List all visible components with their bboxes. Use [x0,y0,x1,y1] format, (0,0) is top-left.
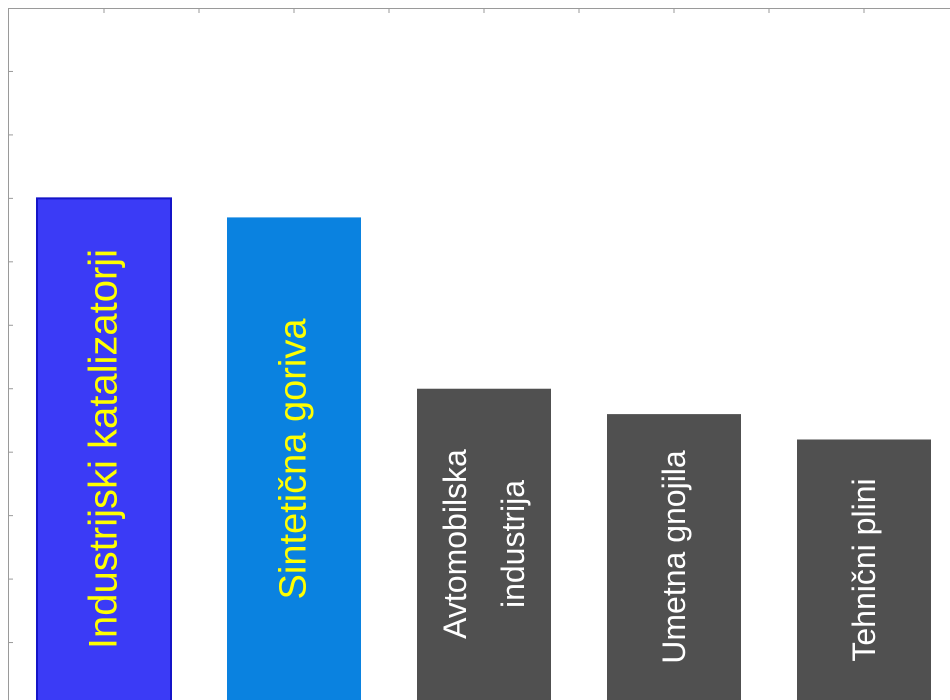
bar [417,388,551,700]
bar [797,439,931,700]
bar-label: Umetna gnojila [656,450,692,664]
bar-label: Avtomobilska industrija [437,449,531,640]
bar [227,217,361,700]
bar [607,414,741,700]
bar [36,197,172,700]
bar-label: Industrijski katalizatorji [81,249,126,650]
plot-frame [8,8,950,700]
bar-label: Tehnični plini [846,478,882,662]
bar-label: Sintetična goriva [272,318,315,600]
